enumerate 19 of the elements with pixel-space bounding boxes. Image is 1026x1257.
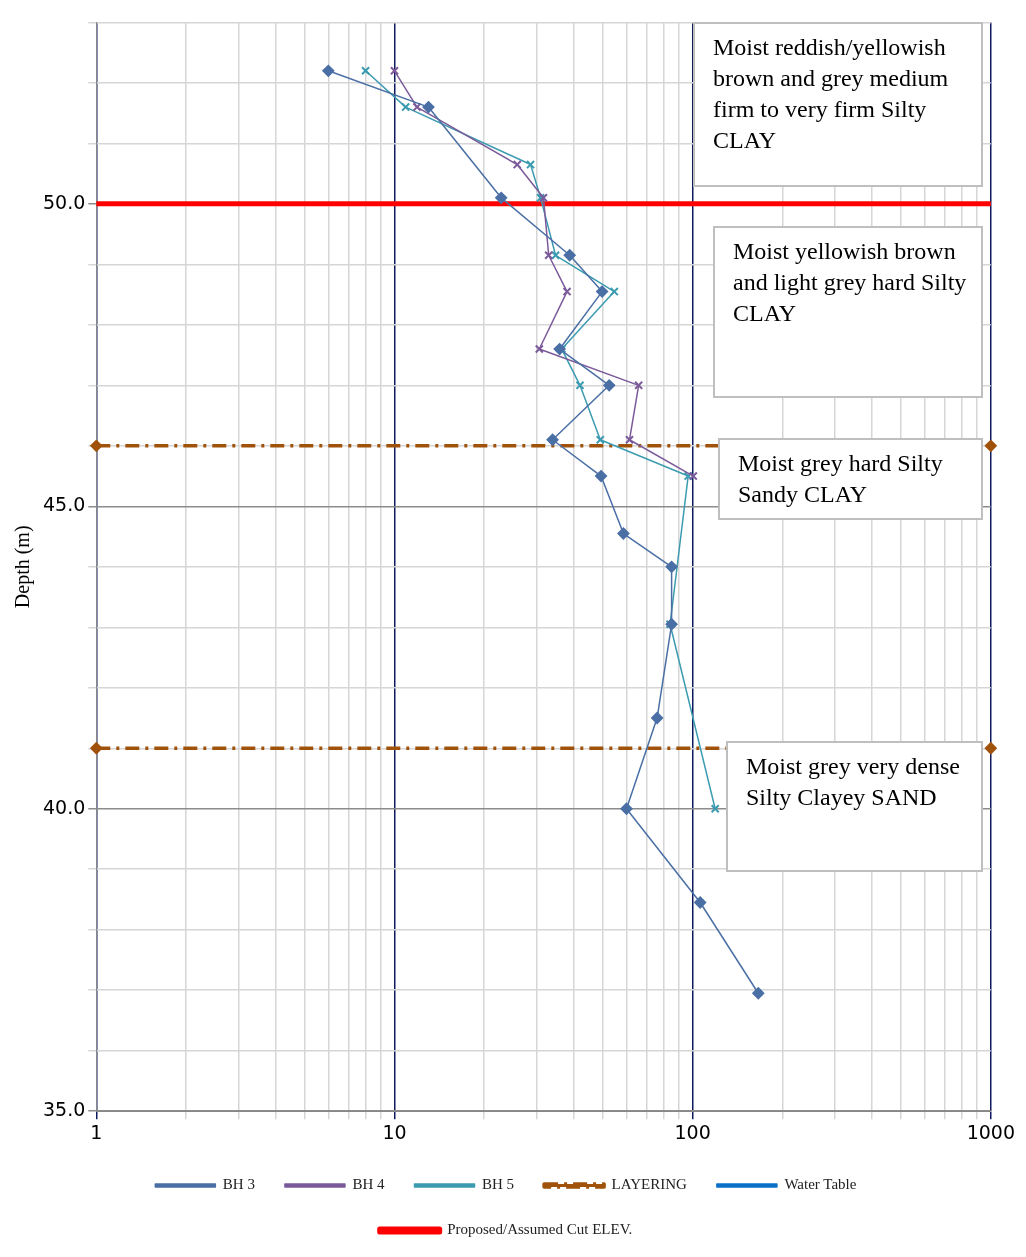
y-tick-label: 45.0	[42, 493, 86, 516]
note-box: Moist reddish/yellowish brown and grey medium firm to very firm Silty CLAY	[693, 22, 983, 187]
x-tick-label: 10	[382, 1120, 407, 1143]
legend-label: BH 5	[482, 1176, 515, 1193]
y-axis-title: Depth (m)	[11, 525, 35, 609]
note-box: Moist grey very dense Silty Clayey SAND	[726, 741, 983, 872]
y-tick-label: 50.0	[42, 190, 86, 213]
x-tick-label: 1	[90, 1120, 103, 1143]
note-box: Moist yellowish brown and light grey hard Silty CLAY	[713, 226, 983, 398]
legend-label: Water Table	[784, 1176, 857, 1193]
x-tick-label: 1000	[966, 1120, 1015, 1143]
legend-label: Proposed/Assumed Cut ELEV.	[447, 1221, 633, 1238]
legend-label: LAYERING	[611, 1176, 688, 1193]
y-tick-label: 35.0	[42, 1098, 86, 1121]
note-box: Moist grey hard Silty Sandy CLAY	[718, 438, 983, 520]
x-tick-label: 100	[674, 1120, 711, 1143]
y-tick-label: 40.0	[42, 795, 86, 818]
legend-label: BH 4	[352, 1176, 386, 1193]
legend-label: BH 3	[222, 1176, 255, 1193]
